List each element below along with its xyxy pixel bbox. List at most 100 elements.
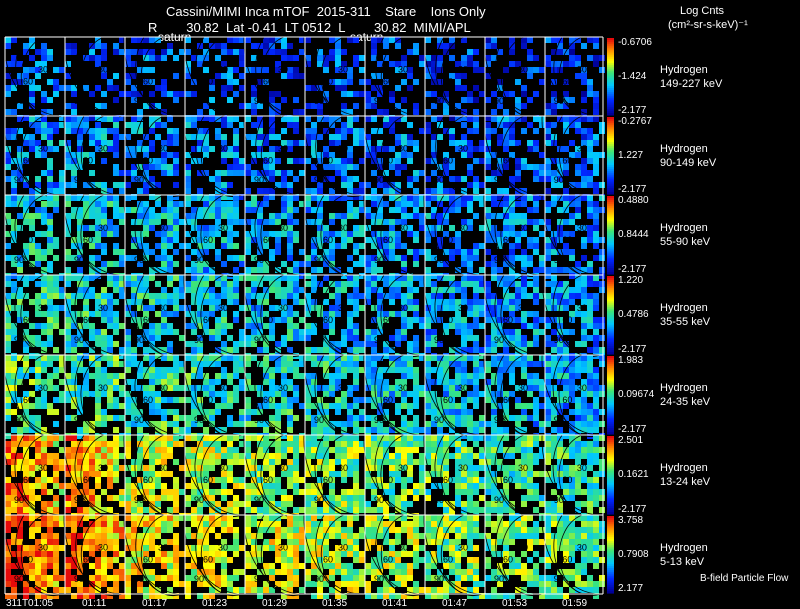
contour-label: 90: [374, 175, 384, 185]
contour-label: 30: [38, 223, 48, 233]
colorbar-mid: 0.8444: [618, 229, 649, 240]
colorbar-6: [607, 516, 614, 594]
frame-r1-c2: 30 60 90: [123, 115, 183, 200]
contour-label: 90: [434, 415, 444, 425]
contour-label: 90: [74, 495, 84, 505]
contour-label: 90: [434, 574, 444, 584]
contour-label: 30: [398, 223, 408, 233]
contour-label: 90: [14, 495, 24, 505]
contour-label: 60: [203, 315, 213, 325]
contour-label: 30: [338, 383, 348, 393]
contour-label: 60: [323, 235, 333, 245]
contour-label: 90: [374, 415, 384, 425]
contour-label: 30: [278, 223, 288, 233]
frame-r0-c4: 30 60 90: [243, 36, 305, 121]
frame-r6-c7: 30 60 90: [423, 514, 485, 599]
band-label: Hydrogen 149-227 keV: [660, 63, 722, 91]
contour-label: 90: [314, 255, 324, 265]
grid-lines: [4, 36, 604, 595]
contour-label: 90: [554, 175, 564, 185]
contour-label: 60: [383, 235, 393, 245]
contour-label: 90: [14, 96, 24, 106]
contour-label: 60: [203, 235, 213, 245]
time-label: 01:29: [262, 598, 288, 609]
contour-label: 30: [218, 65, 228, 75]
contour-label: 60: [503, 235, 513, 245]
frame-r6-c8: 30 60 90: [483, 514, 545, 599]
colorbar-2: [607, 196, 614, 275]
contour-label: 30: [218, 144, 228, 154]
contour-label: 30: [577, 543, 587, 553]
contour-label: 30: [518, 463, 528, 473]
contour-label: 90: [494, 335, 504, 345]
frame-r4-c9: 30 60 90: [541, 354, 605, 439]
colorbar-mid: -1.424: [618, 70, 647, 82]
contour-label: 90: [14, 255, 24, 265]
contour-label: 60: [83, 395, 93, 405]
time-label: 311T01:05: [6, 598, 54, 609]
colorbar-max: -0.6706: [618, 37, 652, 48]
frame-r1-c3: 30 60 90: [183, 115, 245, 200]
contour-label: 30: [518, 383, 528, 393]
frame-r0-c0: 30 60 90: [3, 36, 65, 121]
contour-label: 60: [323, 315, 333, 325]
colorbar-min: -2.177: [618, 344, 647, 355]
contour-label: 30: [98, 65, 108, 75]
contour-label: 90: [14, 335, 24, 345]
contour-label: 60: [323, 554, 333, 564]
colorbar-min: -2.177: [618, 264, 647, 275]
time-label: 01:53: [502, 598, 528, 609]
band-energy: 149-227 keV: [660, 77, 723, 90]
contour-label: 90: [554, 96, 564, 106]
time-label: 01:11: [82, 598, 107, 609]
band-energy: 13-24 keV: [660, 476, 711, 488]
colorbar-max: 1.983: [618, 355, 644, 366]
contour-label: 60: [23, 76, 33, 86]
contour-label: 60: [83, 235, 93, 245]
contour-label: 60: [23, 554, 33, 564]
colorbar-max: 1.220: [618, 275, 644, 286]
band-label: Hydrogen 35-55 keV: [660, 301, 710, 329]
contour-label: 60: [143, 395, 153, 405]
contour-label: 90: [254, 255, 264, 265]
time-label: 01:23: [202, 598, 228, 609]
frame-r1-c7: 30 60 90: [423, 115, 485, 200]
contour-label: 30: [38, 543, 48, 553]
contour-label: 90: [74, 255, 84, 265]
frame-r0-c8: 30 60 90: [483, 36, 545, 121]
frame-r2-c1: 30 60 90: [63, 194, 125, 279]
contour-label: 90: [434, 255, 444, 265]
frame-r4-c1: 30 60 90: [63, 354, 125, 439]
contour-label: 60: [203, 395, 213, 405]
colorbar-3: [607, 276, 614, 355]
contour-label: 60: [503, 315, 513, 325]
frame-r4-c0: 30 60 90: [3, 354, 65, 439]
contour-label: 30: [577, 144, 587, 154]
frame-r3-c5: 30 60 90: [303, 274, 365, 359]
contour-label: 90: [134, 495, 144, 505]
band-species: Hydrogen: [660, 63, 708, 76]
contour-label: 30: [398, 303, 408, 313]
band-label: Hydrogen 55-90 keV: [660, 221, 710, 249]
contour-label: 60: [323, 395, 333, 405]
frame-r5-c2: 30 60 90: [123, 434, 185, 519]
frame-r3-c2: 30 60 90: [123, 274, 185, 359]
band-species: Hydrogen: [660, 541, 708, 554]
contour-label: 30: [338, 65, 348, 75]
contour-label: 30: [458, 543, 468, 553]
contour-label: 60: [23, 395, 33, 405]
contour-label: 90: [554, 335, 564, 345]
contour-label: 30: [218, 223, 228, 233]
colorbar-min: -2.177: [618, 105, 647, 116]
contour-label: 60: [562, 315, 572, 325]
contour-label: 30: [98, 543, 108, 553]
band-label: Hydrogen 24-35 keV: [660, 381, 710, 409]
contour-label: 90: [134, 96, 144, 106]
band-energy: 5-13 keV: [660, 555, 705, 568]
frame-r6-c1: 30 60 90: [63, 514, 125, 599]
contour-label: 90: [194, 255, 204, 265]
contour-label: 60: [83, 76, 93, 86]
colorbar-max: -0.2767: [618, 116, 652, 127]
units-label: Log Cnts: [680, 5, 725, 17]
frame-r2-c2: 30 60 90: [123, 194, 185, 279]
